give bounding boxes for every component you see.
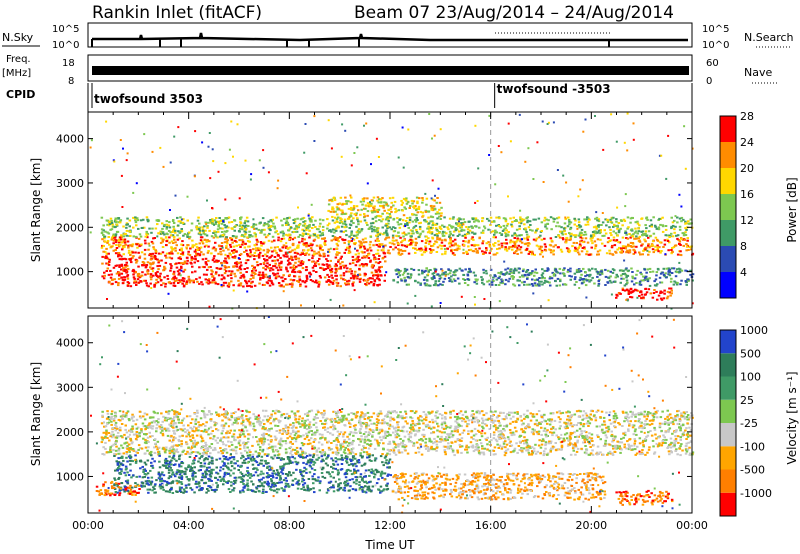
velocity-y-ticks: 1000 2000 3000 4000 — [56, 337, 692, 483]
colorbar-segment — [720, 246, 736, 272]
data-band — [95, 480, 141, 497]
y-tick-label: 3000 — [56, 177, 84, 190]
beam-date-title: Beam 07 23/Aug/2014 – 24/Aug/2014 — [354, 3, 674, 23]
velocity-colorbar: -1000 -500 -100 -25 25 100 500 1000 — [719, 324, 772, 517]
colorbar-segment — [720, 220, 736, 246]
nsearch-tick-bottom: 10^0 — [702, 40, 729, 51]
data-band — [113, 454, 392, 494]
velocity-heatmap-scatter — [90, 316, 695, 514]
colorbar-frame — [719, 115, 737, 299]
data-band — [615, 287, 673, 301]
freq-unit: [MHz] — [2, 68, 31, 79]
station-title: Rankin Inlet (fitACF) — [92, 3, 262, 23]
colorbar-tick-label: -100 — [740, 440, 765, 453]
colorbar-tick-label: 25 — [740, 394, 754, 407]
freq-tick-bottom: 8 — [68, 76, 74, 87]
x-tick-label: 04:00 — [173, 519, 205, 532]
velocity-ylabel: Slant Range [km] — [29, 362, 43, 466]
colorbar-segment — [720, 194, 736, 220]
nsky-tick-bottom: 10^0 — [52, 40, 79, 51]
y-tick-label: 1000 — [56, 470, 84, 483]
colorbar-tick-label: 12 — [740, 214, 754, 227]
velocity-colorbar-label: Velocity [m s⁻¹] — [785, 371, 799, 464]
y-tick-label: 1000 — [56, 266, 84, 279]
sparse-echoes — [90, 316, 688, 514]
colorbar-segment — [720, 399, 736, 423]
power-y-ticks: 1000 2000 3000 4000 — [56, 133, 692, 279]
colorbar-tick-label: 16 — [740, 188, 754, 201]
colorbar-tick-label: -500 — [740, 464, 765, 477]
data-band — [615, 489, 674, 506]
data-band — [391, 472, 607, 501]
x-tick-label: 16:00 — [475, 519, 507, 532]
colorbar-tick-label: 100 — [740, 371, 761, 384]
sparse-echoes — [89, 112, 694, 310]
colorbar-tick-label: 28 — [740, 110, 754, 123]
data-band — [101, 254, 387, 288]
colorbar-frame — [719, 329, 737, 517]
y-tick-label: 3000 — [56, 381, 84, 394]
cpid-text: twofsound 3503 — [94, 92, 203, 106]
colorbar-segment — [720, 272, 736, 298]
colorbar-tick-label: 8 — [740, 240, 747, 253]
cpid-markers: twofsound 3503 twofsound -3503 — [91, 82, 611, 108]
nave-label: Nave — [744, 66, 772, 79]
data-band — [100, 236, 695, 256]
y-tick-label: 2000 — [56, 426, 84, 439]
colorbar-tick-label: 24 — [740, 136, 754, 149]
x-tick-label: 00:00 — [676, 519, 708, 532]
power-x-ticks — [87, 112, 693, 308]
nsearch-label: N.Search — [744, 31, 794, 44]
freq-tick-top: 18 — [62, 58, 75, 69]
nave-tick-bottom: 0 — [706, 76, 712, 87]
nsky-panel-frame — [87, 22, 693, 48]
nsearch-tick-top: 10^5 — [702, 24, 729, 35]
data-band — [100, 409, 695, 457]
colorbar-segment — [720, 142, 736, 168]
velocity-x-ticks: 00:00 04:00 08:00 12:00 16:00 20:00 00:00 — [72, 316, 708, 532]
colorbar-segment — [720, 423, 736, 447]
colorbar-tick-label: 500 — [740, 347, 761, 360]
colorbar-segment — [720, 446, 736, 470]
colorbar-segment — [720, 469, 736, 493]
colorbar-tick-label: 1000 — [740, 324, 768, 337]
x-tick-label: 00:00 — [72, 519, 104, 532]
colorbar-segment — [720, 353, 736, 377]
nsky-label: N.Sky — [2, 31, 34, 44]
data-band — [327, 196, 443, 219]
power-colorbar: 4 8 12 16 20 24 28 — [719, 110, 754, 299]
power-heatmap-scatter — [89, 112, 695, 310]
data-band — [392, 267, 695, 287]
cpid-text: twofsound -3503 — [497, 82, 611, 96]
freq-trace — [92, 66, 689, 75]
time-xlabel: Time UT — [364, 538, 415, 552]
x-tick-label: 12:00 — [374, 519, 406, 532]
nsky-trace — [91, 32, 688, 47]
colorbar-tick-label: -25 — [740, 417, 758, 430]
nsky-tick-top: 10^5 — [52, 24, 79, 35]
y-tick-label: 2000 — [56, 221, 84, 234]
power-ylabel: Slant Range [km] — [29, 158, 43, 262]
colorbar-segment — [720, 492, 736, 516]
freq-panel-frame — [87, 54, 693, 82]
data-band — [100, 216, 694, 239]
colorbar-tick-label: 20 — [740, 162, 754, 175]
y-tick-label: 4000 — [56, 337, 84, 350]
colorbar-tick-label: -1000 — [740, 487, 772, 500]
colorbar-segment — [720, 168, 736, 194]
x-tick-label: 20:00 — [575, 519, 607, 532]
colorbar-segment — [720, 330, 736, 354]
nave-tick-top: 60 — [706, 58, 719, 69]
freq-label: Freq. — [6, 54, 31, 65]
colorbar-segment — [720, 116, 736, 142]
colorbar-tick-label: 4 — [740, 266, 747, 279]
cpid-label: CPID — [6, 88, 35, 101]
colorbar-segment — [720, 376, 736, 400]
y-tick-label: 4000 — [56, 133, 84, 146]
x-tick-label: 08:00 — [273, 519, 305, 532]
power-colorbar-label: Power [dB] — [785, 177, 799, 242]
